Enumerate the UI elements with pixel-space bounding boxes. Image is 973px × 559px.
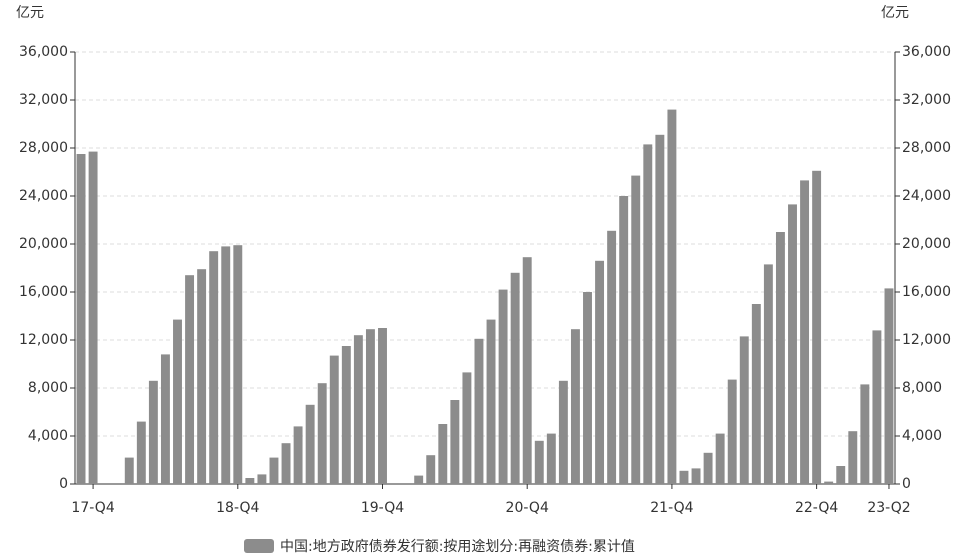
bar xyxy=(233,245,243,484)
bar xyxy=(727,379,737,484)
bar xyxy=(160,354,170,484)
y-tick-label: 24,000 xyxy=(19,188,68,204)
y2-tick-label: 16,000 xyxy=(902,284,951,300)
bar xyxy=(510,272,520,484)
bar xyxy=(751,304,761,484)
bar xyxy=(474,338,484,484)
bar xyxy=(76,154,86,484)
bar xyxy=(378,328,387,484)
bar xyxy=(462,372,472,484)
bar xyxy=(824,481,834,484)
bar xyxy=(546,433,556,484)
x-tick-label: 20-Q4 xyxy=(506,500,549,516)
bar xyxy=(426,455,436,484)
x-tick-label: 22-Q4 xyxy=(795,500,838,516)
bar xyxy=(221,246,231,484)
bar xyxy=(836,466,846,484)
y-tick-label: 16,000 xyxy=(19,284,68,300)
bar xyxy=(329,355,339,484)
bar xyxy=(136,421,146,484)
bar xyxy=(414,475,424,484)
bar xyxy=(88,151,98,484)
y-tick-label: 0 xyxy=(59,476,68,492)
bar xyxy=(872,330,882,484)
legend-label: 中国:地方政府债券发行额:按用途划分:再融资债券:累计值 xyxy=(280,538,635,555)
y2-tick-label: 24,000 xyxy=(902,188,951,204)
y-axis-unit: 亿元 xyxy=(16,5,44,21)
bar xyxy=(558,380,568,484)
bar xyxy=(583,292,592,484)
y2-tick-label: 0 xyxy=(902,476,911,492)
bar xyxy=(570,329,580,484)
y-tick-label: 8,000 xyxy=(28,380,68,396)
bar xyxy=(305,404,315,484)
bar xyxy=(209,251,219,484)
bar xyxy=(775,232,785,484)
bar xyxy=(257,474,267,484)
bar xyxy=(715,433,725,484)
y-tick-label: 36,000 xyxy=(19,44,68,60)
bar xyxy=(317,383,327,484)
bar xyxy=(438,424,448,484)
bar xyxy=(486,319,496,484)
bar xyxy=(691,468,701,484)
bar xyxy=(848,431,858,484)
bar xyxy=(800,180,810,484)
x-tick-label: 21-Q4 xyxy=(650,500,693,516)
bar xyxy=(788,204,797,484)
bar xyxy=(884,288,894,484)
x-tick-label: 18-Q4 xyxy=(216,500,259,516)
y-tick-label: 28,000 xyxy=(19,140,68,156)
y-tick-label: 20,000 xyxy=(19,236,68,252)
y-tick-label: 4,000 xyxy=(28,428,68,444)
y-tick-label: 12,000 xyxy=(19,332,68,348)
bar xyxy=(812,170,822,485)
bar xyxy=(739,336,749,484)
bar xyxy=(450,400,460,484)
bar xyxy=(595,260,605,484)
bar xyxy=(703,452,713,484)
bar xyxy=(643,144,653,484)
bar xyxy=(365,329,375,484)
bar xyxy=(353,335,363,484)
bar xyxy=(124,457,134,484)
y2-tick-label: 4,000 xyxy=(902,428,942,444)
bar xyxy=(860,384,870,484)
bar xyxy=(185,275,195,484)
bar xyxy=(148,380,158,484)
bar xyxy=(763,264,773,484)
bar xyxy=(631,175,641,484)
y2-tick-label: 32,000 xyxy=(902,92,951,108)
bar xyxy=(293,426,303,484)
bar xyxy=(655,134,665,485)
y2-tick-label: 12,000 xyxy=(902,332,951,348)
y2-tick-label: 28,000 xyxy=(902,140,951,156)
bar xyxy=(679,470,689,484)
bar xyxy=(607,230,617,484)
legend-swatch xyxy=(244,539,274,553)
bar xyxy=(667,109,677,484)
bar xyxy=(269,457,279,484)
y2-tick-label: 8,000 xyxy=(902,380,942,396)
x-tick-label: 17-Q4 xyxy=(71,500,114,516)
bar xyxy=(498,289,508,484)
y-tick-label: 32,000 xyxy=(19,92,68,108)
bar xyxy=(341,346,351,484)
x-tick-label: 23-Q2 xyxy=(867,500,910,516)
bar xyxy=(281,443,291,484)
bar xyxy=(534,440,544,484)
y2-axis-unit: 亿元 xyxy=(881,5,909,21)
y2-tick-label: 36,000 xyxy=(902,44,951,60)
bar xyxy=(245,478,255,484)
bar xyxy=(522,257,532,484)
x-tick-label: 19-Q4 xyxy=(361,500,404,516)
bar xyxy=(197,269,207,484)
y2-tick-label: 20,000 xyxy=(902,236,951,252)
bar xyxy=(619,196,629,484)
bar xyxy=(173,319,182,484)
